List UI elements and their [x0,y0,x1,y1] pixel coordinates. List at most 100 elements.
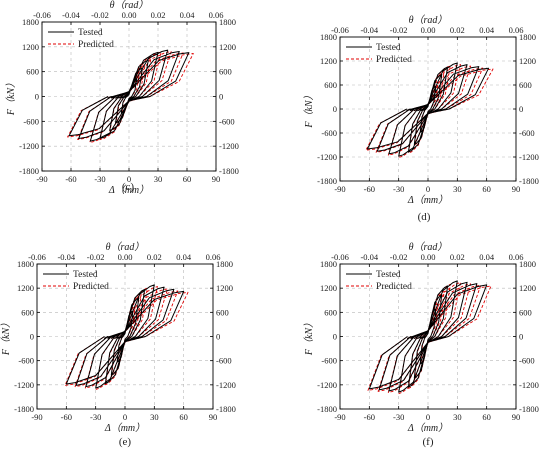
x-tick-label: -60 [65,174,76,184]
y-tick-label: -1200 [317,380,337,390]
y2-tick-label: 600 [216,307,229,317]
x-tick-label: 90 [209,412,218,422]
x-tick-label: 90 [212,174,221,184]
y2-tick-label: 1200 [219,42,236,52]
y2-tick-label: 1200 [519,283,536,293]
series-tested-line [366,62,490,157]
y-tick-label: 600 [324,80,337,90]
panel-label: (d) [418,211,431,223]
x2-tick-label: -0.04 [360,25,378,35]
y2-tick-label: 1800 [216,259,233,269]
series-tested-line [68,49,190,142]
chart-panel-f: -90 -60 -30 0 30 60 90 -0.06 -0.04 -0.02 0.00 0.02 0… [303,241,539,448]
x-tick-label: -60 [364,184,375,194]
x2-tick-label: -0.06 [28,252,46,262]
y-tick-label: 1200 [320,56,337,66]
x2-tick-label: 0.06 [509,252,524,262]
y-axis-label: F（kN） [303,318,315,356]
y-tick-label: -1800 [19,166,39,176]
x-tick-label: -90 [31,412,42,422]
x-tick-label: -30 [393,412,404,422]
x2-tick-label: 0.06 [206,252,221,262]
y-tick-label: 1200 [320,283,337,293]
x2-tick-label: 0.00 [421,252,436,262]
series-predicted-line [64,286,189,391]
y-tick-label: -600 [18,356,34,366]
x-tick-label: -90 [334,412,345,422]
x2-tick-label: 0.02 [147,252,162,262]
y2-tick-label: -1200 [219,141,239,151]
y2-tick-label: -1800 [519,404,539,414]
x2-tick-label: -0.06 [331,252,349,262]
legend-label-predicted: Predicted [376,282,412,292]
series-predicted-line [67,51,194,143]
x2-axis-label: θ（rad） [106,241,145,253]
x-axis-label: Δ（mm） [108,184,149,196]
y-tick-label: 1200 [17,283,34,293]
x-tick-label: -90 [36,174,47,184]
y2-tick-label: -1800 [219,166,239,176]
x2-tick-label: -0.02 [87,252,105,262]
x-tick-label: 60 [482,412,491,422]
y2-tick-label: 600 [519,307,532,317]
x-axis-label: Δ（mm） [407,194,448,206]
x2-tick-label: 0.04 [180,10,196,20]
y-tick-label: 600 [21,307,34,317]
y2-tick-label: -1200 [519,380,539,390]
x2-tick-label: 0.04 [479,252,495,262]
legend-label-tested: Tested [376,270,401,280]
x-tick-label: -30 [90,412,101,422]
x2-tick-label: -0.02 [91,10,109,20]
x-tick-label: 90 [512,412,521,422]
y2-tick-label: 0 [519,104,523,114]
legend-label-predicted: Predicted [376,55,412,65]
y2-tick-label: -1800 [519,176,539,186]
x2-tick-label: 0.02 [151,10,166,20]
y-axis-label: F（kN） [303,90,315,128]
y2-tick-label: 600 [219,67,232,77]
y2-tick-label: -600 [219,116,235,126]
y2-tick-label: 0 [219,92,223,102]
x2-tick-label: 0.04 [176,252,192,262]
y2-tick-label: -1800 [216,404,236,414]
x-axis-label: Δ（mm） [407,422,448,434]
x2-tick-label: 0.04 [479,25,495,35]
x-tick-label: 0 [127,174,131,184]
x2-axis-label: θ（rad） [110,0,149,11]
x-tick-label: 0 [426,184,430,194]
y2-tick-label: 1800 [519,32,536,42]
legend-label-predicted: Predicted [73,282,109,292]
y-tick-label: 0 [333,332,337,342]
y2-tick-label: -1200 [216,380,236,390]
y-axis-label: F（kN） [5,78,17,116]
legend-label-predicted: Predicted [78,40,114,50]
y2-tick-label: 1200 [519,56,536,66]
y-tick-label: 1800 [22,17,39,27]
y-axis-label: F（kN） [0,318,12,356]
x2-tick-label: -0.06 [33,10,51,20]
y-tick-label: -1800 [317,176,337,186]
x-tick-label: 60 [183,174,192,184]
x-axis-label: Δ（mm） [104,422,145,434]
y-tick-label: 600 [324,307,337,317]
x2-axis-label: θ（rad） [409,241,448,253]
x2-tick-label: 0.00 [421,25,436,35]
y-tick-label: -1200 [317,152,337,162]
series-tested-line [368,280,488,393]
grid-lines [340,37,516,181]
x-tick-label: 0 [123,412,127,422]
x2-axis-label: θ（rad） [409,14,448,26]
x2-tick-label: 0.06 [209,10,224,20]
y2-tick-label: 0 [216,332,220,342]
grid-lines [340,264,516,409]
chart-panel-d: -90 -60 -30 0 30 60 90 -0.06 -0.04 -0.02 0.00 0.02 0… [303,14,539,223]
y2-tick-label: -1200 [519,152,539,162]
legend: Tested Predicted [346,270,412,292]
series-tested-line [65,284,185,389]
y2-tick-label: -600 [519,128,535,138]
x-tick-label: 60 [179,412,188,422]
y2-tick-label: 0 [519,332,523,342]
x2-tick-label: -0.02 [390,252,408,262]
x2-tick-label: 0.00 [122,10,137,20]
y2-tick-label: 1800 [519,259,536,269]
